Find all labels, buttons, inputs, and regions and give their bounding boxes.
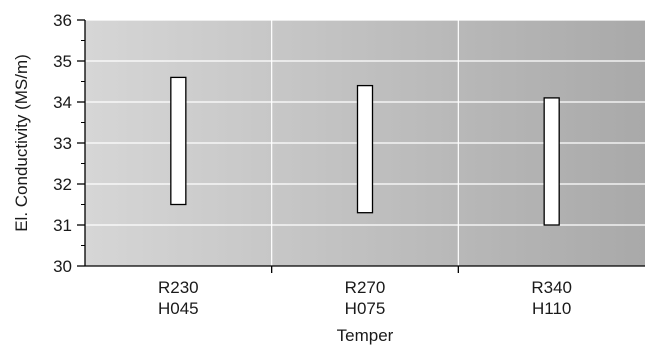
- y-tick-label: 36: [53, 11, 72, 30]
- y-tick-label: 30: [53, 257, 72, 276]
- y-tick-label: 33: [53, 134, 72, 153]
- x-tick-label-line: R230: [158, 278, 199, 297]
- range-bar: [170, 76, 187, 206]
- y-tick-label: 32: [53, 175, 72, 194]
- x-tick-label-line: H110: [532, 299, 571, 318]
- x-tick-label-line: H045: [158, 299, 199, 318]
- x-axis-title: Temper: [337, 326, 394, 345]
- range-bar: [356, 84, 374, 214]
- range-bar: [543, 97, 560, 226]
- x-tick-label-line: R270: [345, 278, 386, 297]
- y-tick-labels: 30 31 32 33 34 35 36: [53, 11, 72, 276]
- x-tick-label-line: H075: [345, 299, 386, 318]
- x-tick-label: R340 H110: [531, 278, 572, 318]
- x-tick-label: R270 H075: [345, 278, 386, 318]
- y-tick-label: 34: [53, 93, 72, 112]
- y-tick-label: 31: [53, 216, 72, 235]
- x-tick-label: R230 H045: [158, 278, 199, 318]
- x-tick-label-line: R340: [531, 278, 572, 297]
- y-axis-title: El. Conductivity (MS/m): [12, 54, 31, 232]
- axes: [77, 19, 645, 273]
- x-tick-labels: R230 H045 R270 H075 R340 H110: [158, 278, 572, 318]
- y-tick-label: 35: [53, 52, 72, 71]
- range-bars: [170, 76, 560, 226]
